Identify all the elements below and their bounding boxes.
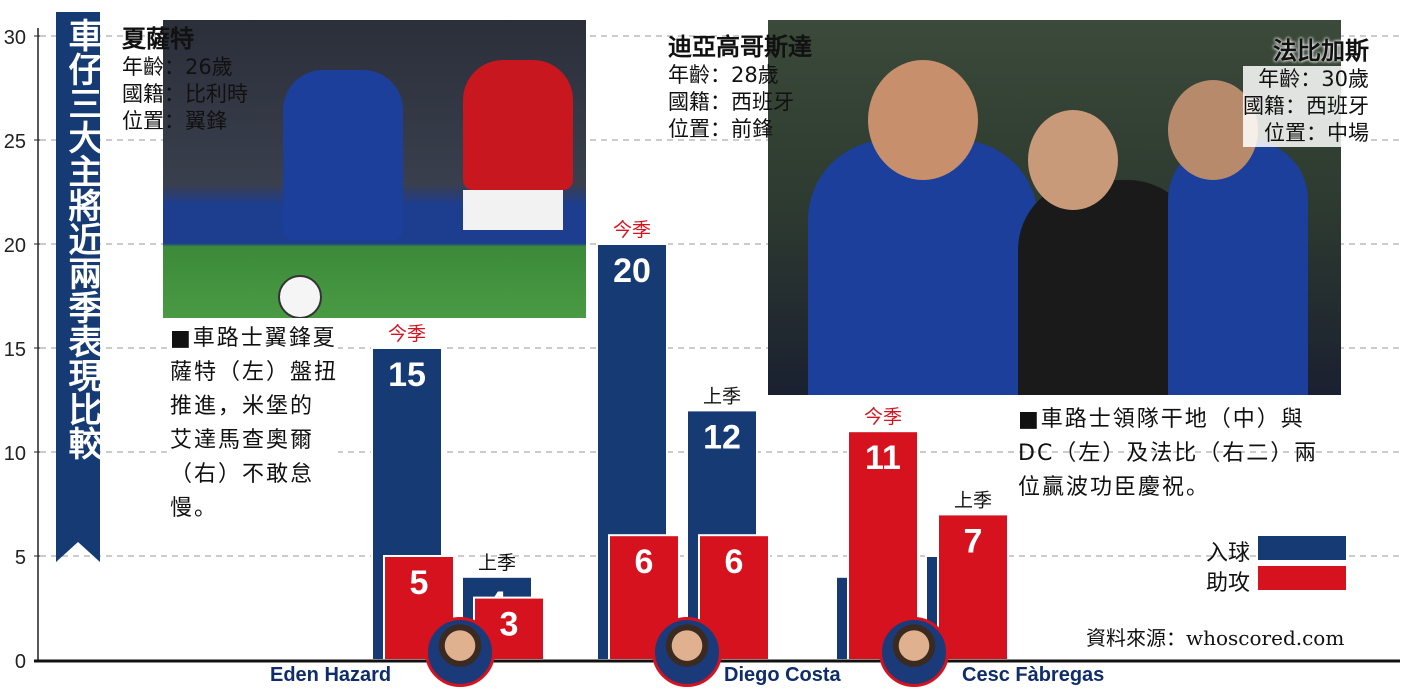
costa-avatar — [652, 617, 722, 687]
bar-value-label: 11 — [865, 439, 901, 477]
y-tick-label: 30 — [4, 27, 26, 49]
fabregas-avatar — [879, 617, 949, 687]
season-label: 今季 — [388, 323, 426, 345]
hazard-avatar — [425, 617, 495, 687]
info-fabregas: 法比加斯 年齡：30歲 國籍：西班牙 位置：中場 — [1243, 36, 1369, 147]
x-label-costa: Diego Costa — [724, 664, 841, 686]
y-tick-label: 25 — [4, 131, 26, 153]
caption-line: （右）不敢怠 — [170, 462, 315, 487]
player-position: 位置：前鋒 — [668, 117, 773, 141]
bar-value-label: 6 — [635, 543, 654, 581]
player-age: 年齡：30歲 — [1243, 66, 1369, 93]
player-position: 位置：翼鋒 — [122, 109, 227, 133]
caption-line: 位贏波功臣慶祝。 — [1018, 475, 1211, 500]
legend-assists-swatch — [1258, 566, 1346, 590]
legend-goals-label: 入球 — [1206, 541, 1251, 566]
player-position: 位置：中場 — [1243, 120, 1369, 147]
bar-value-label: 7 — [964, 522, 983, 560]
y-tick-label: 10 — [4, 443, 26, 465]
y-axis-ticks: 0 5 10 15 20 25 30 — [4, 27, 40, 673]
x-label-fabregas: Cesc Fàbregas — [962, 664, 1105, 686]
player-name: 迪亞高哥斯達 — [668, 33, 812, 61]
info-hazard: 夏薩特 年齡：26歲 國籍：比利時 位置：翼鋒 — [122, 24, 248, 135]
chart-title: 車仔三大主將近兩季表現比較 — [62, 18, 102, 460]
bar-value-label: 12 — [703, 418, 741, 456]
legend-assists-label: 助攻 — [1206, 571, 1251, 596]
player-nationality: 國籍：西班牙 — [1243, 93, 1369, 120]
bar-value-label: 5 — [410, 564, 429, 602]
season-label: 上季 — [954, 489, 992, 511]
bar-value-label: 3 — [500, 606, 519, 644]
season-label: 今季 — [864, 406, 902, 428]
info-costa: 迪亞高哥斯達 年齡：28歲 國籍：西班牙 位置：前鋒 — [668, 32, 812, 143]
hazard-photo — [163, 20, 586, 318]
bar-value-label: 6 — [725, 543, 744, 581]
player-nationality: 國籍：西班牙 — [668, 90, 794, 114]
legend-goals-swatch — [1258, 536, 1346, 560]
caption-line: 薩特（左）盤扭 — [170, 360, 339, 385]
caption-line: 慢。 — [170, 496, 219, 521]
bar-value-label: 20 — [613, 252, 651, 290]
player-name: 法比加斯 — [1273, 37, 1369, 65]
y-tick-label: 20 — [4, 235, 26, 257]
season-label: 上季 — [478, 552, 516, 574]
y-tick-label: 5 — [15, 547, 26, 569]
y-tick-label: 15 — [4, 339, 26, 361]
bar — [937, 513, 1009, 662]
caption-line: 艾達馬查奧爾 — [170, 428, 315, 453]
title-banner — [56, 12, 100, 562]
season-label: 今季 — [613, 219, 651, 241]
caption-line: ■車路士翼鋒夏 — [170, 326, 337, 351]
player-name: 夏薩特 — [122, 25, 194, 53]
caption-left: ■車路士翼鋒夏 薩特（左）盤扭 推進，米堡的 艾達馬查奧爾 （右）不敢怠 慢。 — [170, 322, 339, 526]
caption-line: DC（左）及法比（右二）兩 — [1018, 441, 1319, 466]
player-age: 年齡：28歲 — [668, 63, 779, 87]
y-tick-label: 0 — [15, 651, 26, 673]
x-label-hazard: Eden Hazard — [270, 664, 392, 686]
celebration-photo — [768, 20, 1341, 395]
caption-right: ■車路士領隊干地（中）與 DC（左）及法比（右二）兩 位贏波功臣慶祝。 — [1018, 403, 1318, 505]
caption-line: 推進，米堡的 — [170, 394, 315, 419]
season-label: 上季 — [703, 385, 741, 407]
caption-line: ■車路士領隊干地（中）與 — [1018, 407, 1305, 432]
player-nationality: 國籍：比利時 — [122, 82, 248, 106]
player-age: 年齡：26歲 — [122, 55, 233, 79]
bar-value-label: 15 — [388, 356, 426, 394]
data-source: 資料來源：whoscored.com — [1086, 626, 1345, 650]
